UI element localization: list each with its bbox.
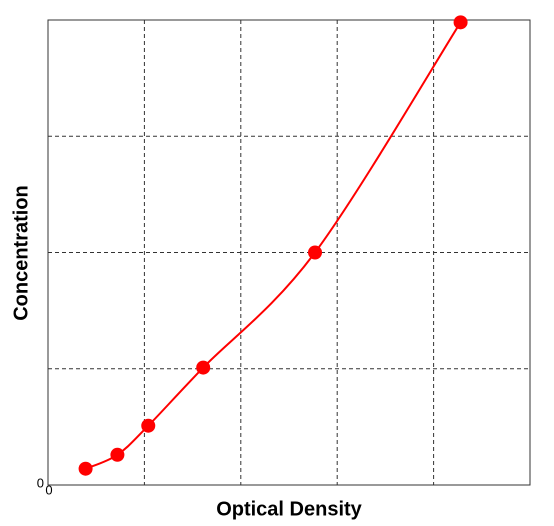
data-point bbox=[78, 461, 93, 476]
fit-curve bbox=[85, 21, 462, 470]
x-axis-title: Optical Density bbox=[216, 498, 362, 520]
y-axis-title: Concentration bbox=[10, 185, 32, 321]
plot-frame bbox=[47, 19, 531, 486]
data-point bbox=[308, 245, 323, 260]
data-point bbox=[110, 447, 125, 462]
x-tick-label: 0 bbox=[45, 482, 52, 497]
data-point bbox=[141, 418, 156, 433]
data-point bbox=[453, 15, 468, 30]
y-tick-label: 0 bbox=[37, 475, 44, 490]
data-point bbox=[196, 360, 211, 375]
